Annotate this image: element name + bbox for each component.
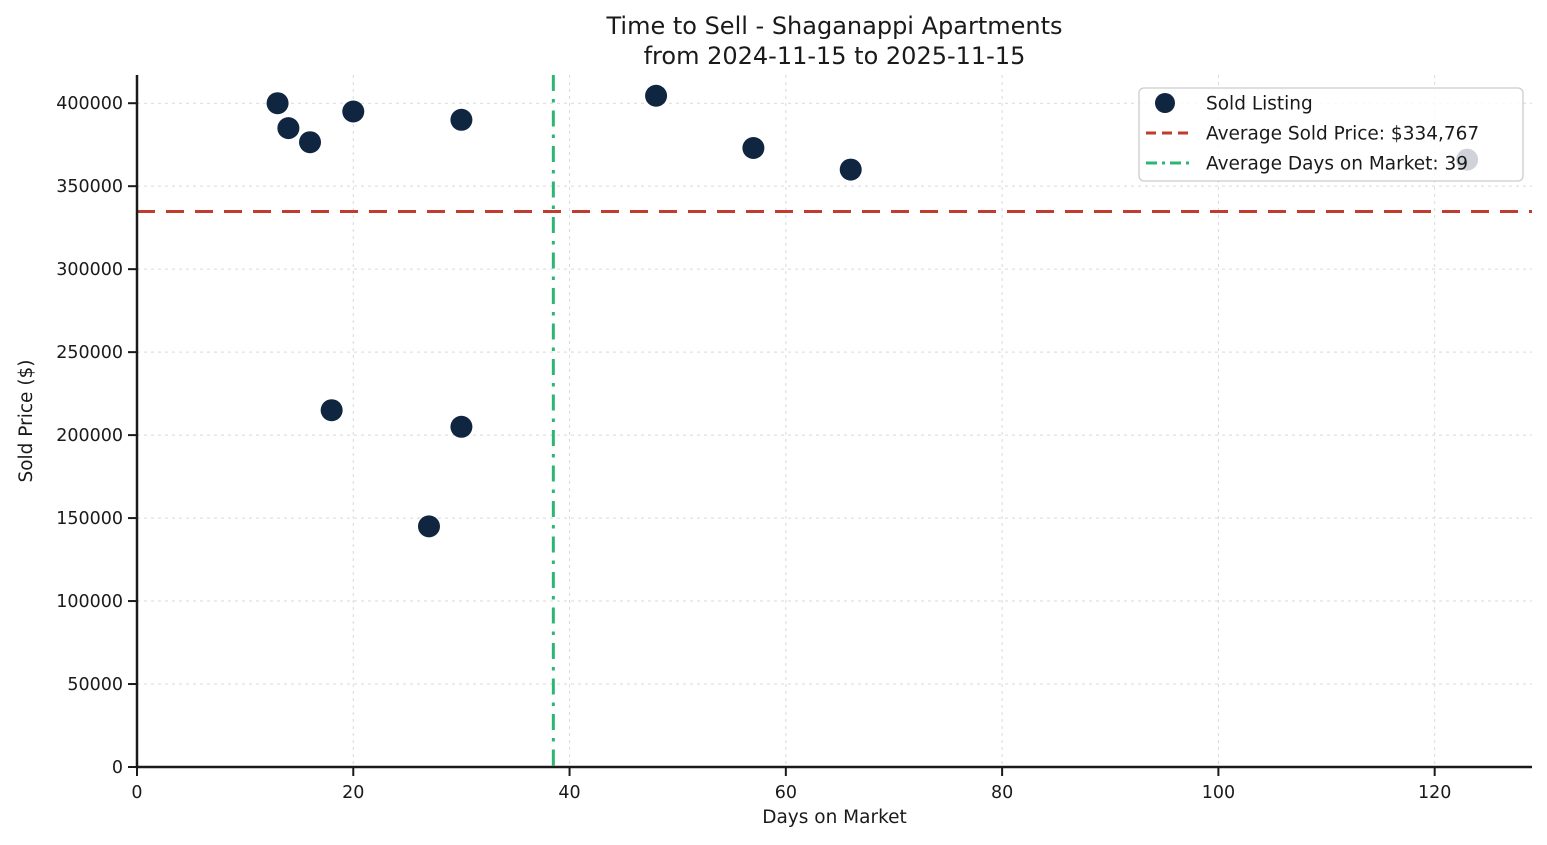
scatter-point <box>645 84 668 107</box>
x-axis-label: Days on Market <box>762 807 907 828</box>
scatter-point <box>450 415 473 438</box>
legend-item-label: Average Sold Price: $334,767 <box>1206 124 1479 145</box>
scatter-point <box>839 158 862 181</box>
y-axis-label: Sold Price ($) <box>16 359 37 482</box>
x-tick-label: 60 <box>775 783 797 803</box>
x-tick-label: 0 <box>131 783 142 803</box>
scatter-point <box>320 399 343 422</box>
chart-title-line1: Time to Sell - Shaganappi Apartments <box>606 12 1063 40</box>
y-tick-label: 200000 <box>56 426 123 446</box>
legend: Sold Listing Average Sold Price: $334,767… <box>1138 87 1524 182</box>
scatter-point <box>342 100 365 123</box>
x-tick-label: 20 <box>342 783 364 803</box>
scatter-point <box>742 137 765 160</box>
legend-item-label: Average Days on Market: 39 <box>1206 154 1468 175</box>
x-tick-label: 120 <box>1418 783 1451 803</box>
legend-item-label: Sold Listing <box>1206 94 1313 115</box>
legend-sold-listing-marker <box>1155 93 1175 113</box>
scatter-point <box>266 92 289 115</box>
scatter-point <box>299 131 322 154</box>
x-tick-label: 40 <box>558 783 580 803</box>
x-tick-label: 80 <box>991 783 1013 803</box>
x-tick-label: 100 <box>1202 783 1235 803</box>
y-tick-label: 50000 <box>67 675 123 695</box>
y-tick-label: 300000 <box>56 260 123 280</box>
y-tick-label: 350000 <box>56 177 123 197</box>
scatter-point <box>417 515 440 538</box>
scatter-point <box>277 117 300 140</box>
legend-box <box>1138 87 1524 182</box>
y-tick-label: 400000 <box>56 94 123 114</box>
y-tick-label: 150000 <box>56 509 123 529</box>
y-tick-label: 0 <box>112 758 123 778</box>
chart-title-line2: from 2024-11-15 to 2025-11-15 <box>643 42 1026 70</box>
chart-title: Time to Sell - Shaganappi Apartments fro… <box>137 11 1532 71</box>
y-tick-label: 100000 <box>56 592 123 612</box>
scatter-point <box>450 108 473 131</box>
y-tick-label: 250000 <box>56 343 123 363</box>
